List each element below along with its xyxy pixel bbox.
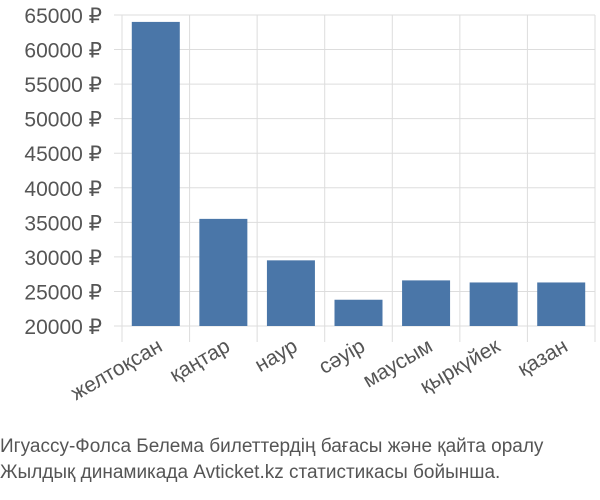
y-tick-label: 30000 ₽ [24,247,102,270]
y-tick-label: 50000 ₽ [24,109,102,132]
x-category-label: желтоқсан [67,334,166,405]
caption-line-2: Жылдық динамикада Avticket.kz статистика… [0,462,501,483]
bar [402,280,451,326]
y-tick-label: 20000 ₽ [24,316,102,339]
price-bar-chart: 20000 ₽ 25000 ₽ 30000 ₽ 35000 ₽ 40000 ₽ 45000… [24,5,596,405]
bar [469,282,518,326]
bar [334,299,383,326]
y-tick-label: 55000 ₽ [24,74,102,97]
bar [537,282,586,326]
x-category-label: наур [251,334,301,376]
y-tick-label: 25000 ₽ [24,281,102,304]
y-tick-label: 65000 ₽ [24,5,102,28]
bar [199,218,248,326]
caption-line-1: Игуассу-Фолса Белема билеттердің бағасы … [0,436,544,457]
x-category-label: қаңтар [166,334,234,387]
y-tick-label: 35000 ₽ [24,212,102,235]
bar [266,260,315,326]
bar [131,21,180,327]
bars [131,21,586,327]
y-tick-label: 45000 ₽ [24,143,102,166]
grid-lines [114,14,596,342]
y-axis-ticks: 20000 ₽ 25000 ₽ 30000 ₽ 35000 ₽ 40000 ₽ 45000… [24,5,102,339]
x-category-label: қазан [514,334,572,381]
y-tick-label: 60000 ₽ [24,40,102,63]
y-tick-label: 40000 ₽ [24,178,102,201]
